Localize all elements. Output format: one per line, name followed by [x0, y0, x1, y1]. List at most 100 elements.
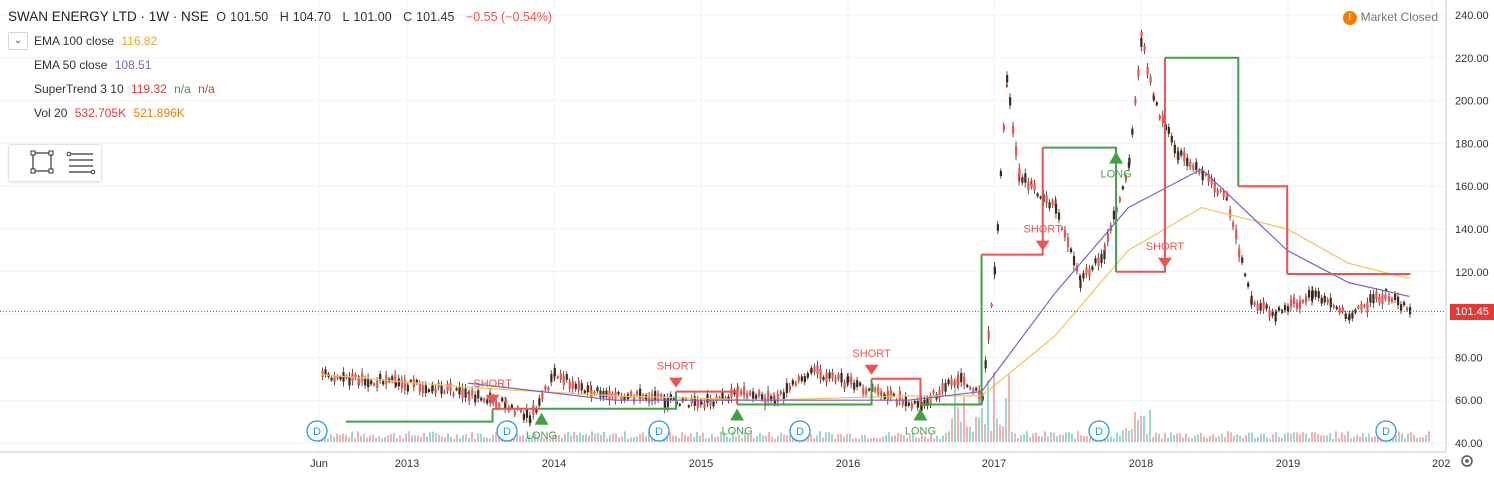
- dividend-marker-label: D: [313, 426, 321, 438]
- indicator-name: SuperTrend 3 10: [34, 82, 124, 96]
- price-axis-label: 80.00: [1455, 352, 1483, 364]
- price-axis-label: 140.00: [1455, 224, 1489, 236]
- price-axis-label: 240.00: [1455, 10, 1489, 22]
- dividend-marker-label: D: [1382, 426, 1390, 438]
- price-axis-label: 200.00: [1455, 96, 1489, 108]
- indicator-extra: 521.896K: [133, 106, 185, 120]
- short-arrow-icon: [1035, 240, 1050, 251]
- time-axis-label: 202: [1432, 458, 1450, 470]
- short-arrow-icon: [485, 394, 500, 405]
- signal-label: LONG: [526, 430, 557, 442]
- dividend-marker-icon[interactable]: [789, 420, 811, 442]
- signal-label: LONG: [905, 425, 936, 437]
- ohlc-high: H 104.70: [279, 10, 331, 24]
- short-arrow-icon: [1157, 257, 1172, 268]
- ohlc-change: −0.55 (−0.54%): [465, 10, 553, 24]
- dividend-marker-icon[interactable]: [496, 420, 518, 442]
- indicator-supertrend[interactable]: SuperTrend 3 10 119.32 n/a n/a: [34, 82, 219, 96]
- dividend-marker-icon[interactable]: [648, 420, 670, 442]
- warning-icon: !: [1342, 10, 1357, 25]
- price-axis[interactable]: 240.00 220.00 200.00 180.00 160.00 140.00 120.…: [1455, 10, 1489, 450]
- long-arrow-icon: [730, 408, 745, 421]
- time-axis-label: 2013: [395, 458, 419, 470]
- symbol-header: SWAN ENERGY LTD · 1W · NSE O 101.50 H 104.…: [8, 9, 556, 24]
- supertrend-segment: [1287, 272, 1411, 275]
- price-axis-label: 120.00: [1455, 267, 1489, 279]
- indicator-ema100[interactable]: EMA 100 close 116.82: [34, 34, 161, 48]
- collapse-legend-button[interactable]: ⌄: [8, 32, 28, 50]
- time-axis-label: 2016: [836, 458, 860, 470]
- dividend-marker-icon[interactable]: [1375, 420, 1397, 442]
- price-axis-label: 40.00: [1455, 438, 1483, 450]
- supertrend-segment: [345, 408, 494, 423]
- signal-label: SHORT: [1024, 224, 1063, 236]
- time-axis[interactable]: Jun 2013 2014 2015 2016 2017 2018 2019 202: [310, 458, 1450, 470]
- long-arrow-icon: [534, 412, 549, 425]
- symbol-title[interactable]: SWAN ENERGY LTD · 1W · NSE: [8, 9, 209, 24]
- long-arrow-icon: [913, 408, 928, 421]
- volume-bars: [318, 372, 1430, 442]
- long-arrow-icon: [1109, 151, 1124, 164]
- supertrend-segment: [675, 390, 739, 405]
- rectangle-tool-icon[interactable]: [30, 150, 54, 174]
- ohlc-close: C 101.45: [403, 10, 455, 24]
- ema100-line: [321, 206, 1410, 401]
- time-axis-label: 2017: [982, 458, 1006, 470]
- price-candles[interactable]: [321, 29, 1412, 427]
- indicator-name: Vol 20: [34, 106, 68, 120]
- price-axis-label: 180.00: [1455, 138, 1489, 150]
- time-axis-label: 2014: [542, 458, 566, 470]
- signal-label: SHORT: [657, 361, 696, 373]
- indicator-value: 116.82: [121, 34, 158, 48]
- supertrend-segment: [1164, 56, 1240, 187]
- dividend-marker-icon[interactable]: [1088, 420, 1110, 442]
- ohlc-open: O 101.50: [216, 10, 269, 24]
- supertrend-segment: [981, 147, 1044, 256]
- price-axis-label: 160.00: [1455, 181, 1489, 193]
- time-axis-label: Jun: [310, 458, 328, 470]
- drawing-toolbar: [8, 144, 102, 182]
- supertrend-segment: [1238, 185, 1289, 274]
- market-status-label: Market Closed: [1360, 10, 1438, 24]
- price-axis-label: 60.00: [1455, 395, 1483, 407]
- time-axis-label: 2018: [1129, 458, 1153, 470]
- indicator-volume[interactable]: Vol 20 532.705K 521.896K: [34, 106, 189, 120]
- short-arrow-icon: [864, 364, 879, 375]
- dividend-marker-label: D: [503, 426, 511, 438]
- signal-label: LONG: [721, 425, 752, 437]
- indicator-ema50[interactable]: EMA 50 close 108.51: [34, 58, 155, 72]
- supertrend-segment: [1042, 146, 1118, 272]
- lines-tool-icon[interactable]: [66, 151, 96, 175]
- chevron-down-icon: ⌄: [13, 35, 23, 46]
- signal-markers: SHORT LONG SHORT LONG SHORT LONG SHORT LONG SHOR…: [473, 151, 1185, 442]
- short-arrow-icon: [668, 377, 683, 388]
- indicator-extra: n/a: [174, 82, 191, 96]
- ohlc-low: L 101.00: [342, 10, 392, 24]
- supertrend-segment: [1116, 57, 1166, 273]
- supertrend-segment: [541, 391, 677, 410]
- time-axis-label: 2015: [689, 458, 713, 470]
- settings-gear-icon[interactable]: [1461, 455, 1473, 467]
- last-price-tag: 101.45: [1450, 304, 1494, 320]
- indicator-extra: n/a: [198, 82, 215, 96]
- market-status[interactable]: ! Market Closed: [1342, 10, 1438, 25]
- supertrend-segment: [920, 254, 983, 406]
- dividend-marker-label: D: [1095, 426, 1103, 438]
- signal-label: SHORT: [473, 378, 512, 390]
- signal-label: SHORT: [852, 348, 891, 360]
- indicator-value: 119.32: [130, 82, 167, 96]
- signal-label: LONG: [1100, 169, 1131, 181]
- dividend-marker-label: D: [796, 426, 804, 438]
- ema50-line: [468, 168, 1410, 401]
- indicator-name: EMA 50 close: [34, 58, 108, 72]
- indicator-value: 108.51: [114, 58, 152, 72]
- time-axis-label: 2019: [1276, 458, 1300, 470]
- signal-label: SHORT: [1146, 241, 1185, 253]
- dividend-marker-icon[interactable]: [306, 420, 328, 442]
- indicator-name: EMA 100 close: [34, 34, 115, 48]
- price-axis-label: 220.00: [1455, 53, 1489, 65]
- supertrend-segment: [737, 378, 873, 406]
